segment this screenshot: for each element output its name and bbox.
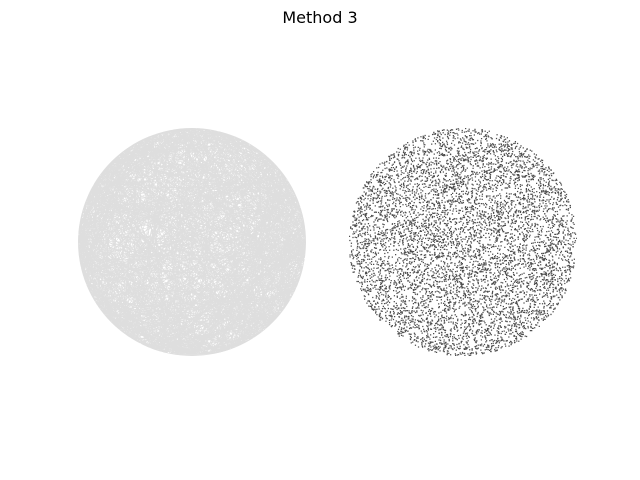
points-layer [349, 128, 577, 356]
chord-lines [78, 128, 306, 356]
chord-circle-panel [78, 128, 306, 356]
chords-layer [78, 128, 306, 356]
figure-title: Method 3 [282, 8, 358, 27]
scatter-points [349, 128, 577, 356]
point-circle-panel [349, 128, 577, 356]
